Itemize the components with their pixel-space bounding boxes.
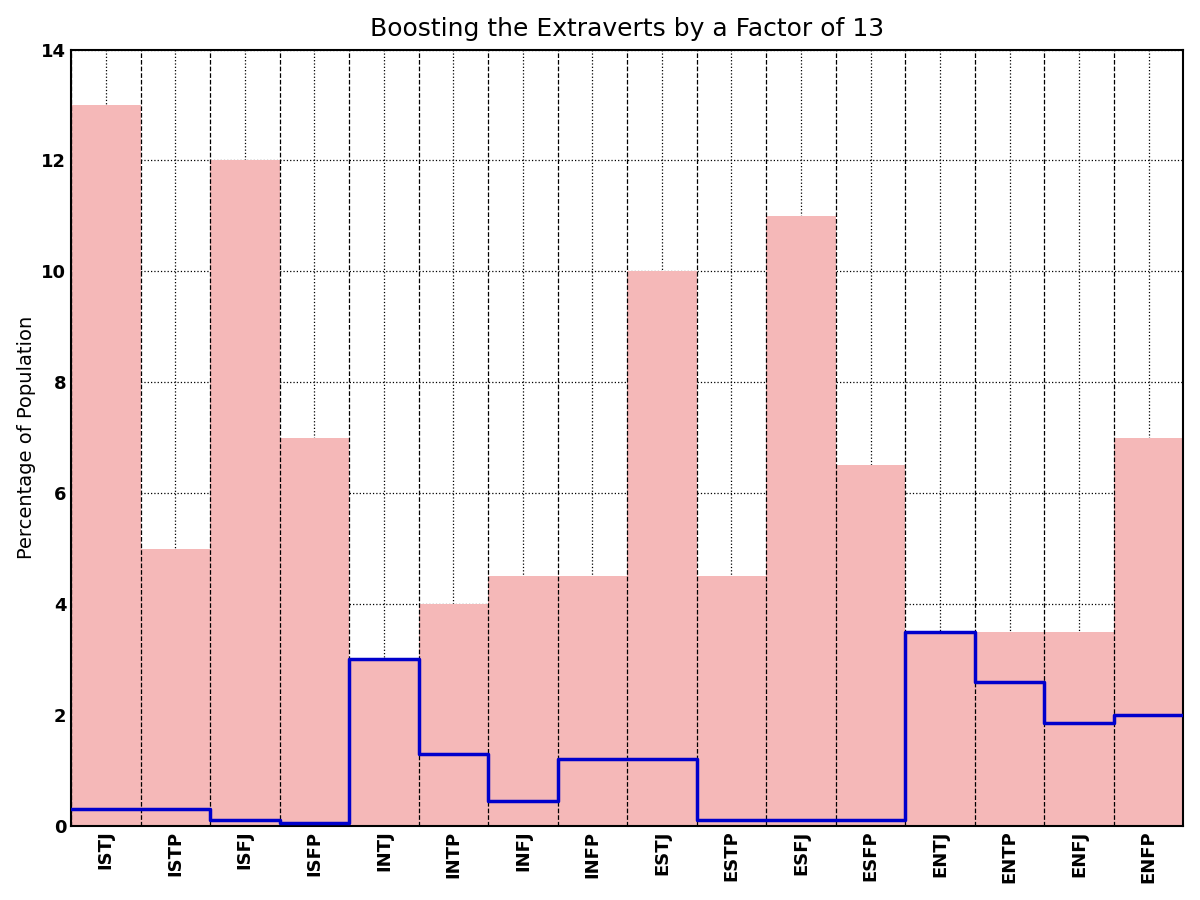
- Bar: [905, 632, 974, 825]
- Bar: [1114, 437, 1183, 825]
- Bar: [71, 105, 140, 825]
- Bar: [974, 632, 1044, 825]
- Bar: [558, 576, 628, 825]
- Bar: [280, 437, 349, 825]
- Title: Boosting the Extraverts by a Factor of 13: Boosting the Extraverts by a Factor of 1…: [370, 17, 884, 40]
- Bar: [488, 576, 558, 825]
- Y-axis label: Percentage of Population: Percentage of Population: [17, 316, 36, 559]
- Bar: [419, 604, 488, 825]
- Bar: [210, 160, 280, 825]
- Bar: [1044, 632, 1114, 825]
- Bar: [767, 216, 835, 825]
- Bar: [628, 271, 697, 825]
- Bar: [697, 576, 767, 825]
- Bar: [835, 465, 905, 825]
- Bar: [140, 548, 210, 825]
- Bar: [349, 660, 419, 825]
